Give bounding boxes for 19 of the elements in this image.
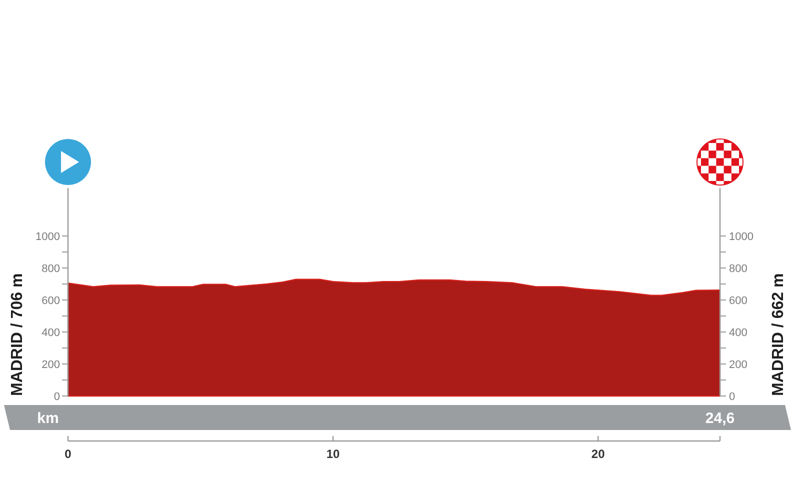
y-axis-title: MADRID / 706 m [9,273,26,396]
x-tick-label: 20 [591,447,606,461]
y-tick-label: 800 [42,262,60,275]
y-tick-label: 600 [42,294,60,307]
x-axis-title: km [37,410,59,427]
text: 24,6 [705,410,735,427]
y2-tick-label: 600 [729,294,748,307]
x-tick-label: 0 [64,447,72,461]
y-tick-label: 200 [42,358,60,371]
y-tick-label: 0 [54,390,60,403]
x-tick-label: 10 [326,447,340,461]
y2-tick-label: 400 [729,326,748,339]
y2-axis-title: MADRID / 662 m [770,273,787,396]
y2-tick-label: 1000 [729,230,754,243]
y-tick-label: 400 [42,326,60,339]
y2-tick-label: 0 [729,390,736,403]
y2-tick-label: 800 [729,262,748,275]
y2-tick-label: 200 [729,358,748,371]
y-tick-label: 1000 [36,230,60,243]
